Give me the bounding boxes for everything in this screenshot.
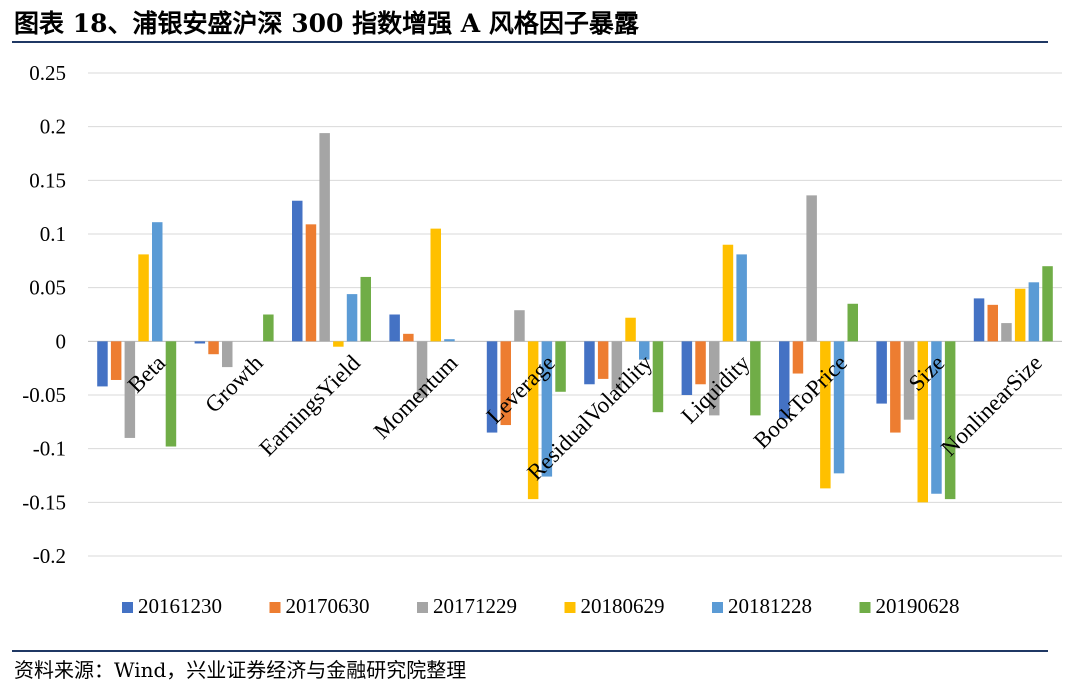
bar-20161230-Growth	[194, 341, 206, 344]
title-underline	[12, 41, 1048, 43]
bar-20170630-Leverage	[500, 341, 511, 426]
legend-label: 20190628	[876, 594, 960, 618]
y-tick-label: 0.25	[29, 61, 66, 85]
bars	[97, 133, 1053, 503]
category-label: Momentum	[369, 350, 463, 444]
bar-20161230-Size	[876, 341, 887, 404]
bar-20161230-Momentum	[389, 314, 400, 342]
bar-20181228-NonlinearSize	[1028, 282, 1040, 342]
bar-chart: 0.250.20.150.10.050-0.05-0.1-0.15-0.2 Be…	[22, 61, 1062, 618]
bar-20161230-BookToPrice	[779, 341, 790, 419]
bar-20171229-Momentum	[416, 341, 428, 399]
bar-20181228-Momentum	[444, 339, 455, 342]
bar-20171229-Beta	[124, 341, 136, 438]
y-tick-label: 0.05	[29, 276, 66, 300]
y-tick-label: -0.2	[33, 544, 66, 568]
bar-20161230-Leverage	[486, 341, 498, 433]
bar-20190628-Beta	[165, 341, 177, 447]
legend-swatch	[859, 602, 871, 613]
y-tick-label: -0.05	[22, 383, 66, 407]
bar-20171229-Leverage	[514, 310, 525, 342]
bar-20171229-ResidualVolatility	[611, 341, 623, 390]
legend-label: 20181228	[728, 594, 812, 618]
bar-20181228-BookToPrice	[833, 341, 845, 474]
bar-20190628-Size	[944, 341, 956, 500]
legend-label: 20171229	[433, 594, 517, 618]
legend-label: 20161230	[138, 594, 222, 618]
legend-swatch	[122, 602, 133, 613]
bar-20190628-EarningsYield	[360, 276, 371, 342]
y-tick-label: -0.1	[33, 437, 66, 461]
bar-20171229-BookToPrice	[806, 195, 817, 342]
bar-20180629-Liquidity	[722, 244, 734, 342]
source-rule	[12, 650, 1048, 652]
bar-20170630-EarningsYield	[305, 224, 317, 342]
chart-title: 图表 18、浦银安盛沪深 300 指数增强 A 风格因子暴露	[14, 9, 639, 38]
bar-20181228-EarningsYield	[346, 294, 358, 342]
y-axis-ticks: 0.25 0.2 0.15 0.1 0.05 0 -0.05 -0.1 -0.15 -0.2	[22, 61, 66, 568]
bar-20181228-ResidualVolatility	[639, 341, 650, 360]
bar-20170630-Liquidity	[695, 341, 706, 385]
bar-20180629-Size	[917, 341, 928, 503]
bar-20161230-Liquidity	[681, 341, 693, 395]
legend-label: 20170630	[286, 594, 370, 618]
legend-swatch	[417, 602, 428, 613]
bar-20180629-ResidualVolatility	[625, 317, 636, 342]
bar-20170630-Momentum	[403, 333, 414, 342]
bar-20170630-NonlinearSize	[987, 304, 998, 342]
category-label: EarningsYield	[254, 350, 365, 461]
bar-20171229-NonlinearSize	[1001, 323, 1012, 342]
y-tick-label: 0.2	[40, 115, 66, 139]
legend-swatch	[269, 602, 281, 613]
gridlines	[88, 72, 1062, 557]
bar-20190628-ResidualVolatility	[652, 341, 664, 413]
bar-20171229-Size	[903, 341, 915, 420]
bar-20180629-Leverage	[527, 341, 539, 500]
bar-20190628-NonlinearSize	[1042, 266, 1053, 342]
bar-20161230-NonlinearSize	[973, 298, 985, 342]
bar-20170630-ResidualVolatility	[597, 341, 609, 379]
bar-20180629-EarningsYield	[333, 341, 344, 347]
bar-20161230-ResidualVolatility	[584, 341, 595, 385]
bar-20180629-BookToPrice	[820, 341, 831, 489]
bar-20190628-Liquidity	[750, 341, 761, 416]
bar-20181228-Size	[931, 341, 942, 494]
legend-swatch	[712, 602, 723, 613]
legend: 20161230 20170630 20171229 20180629 20181228…	[122, 594, 960, 618]
bar-20171229-Growth	[222, 341, 233, 368]
bar-20171229-EarningsYield	[319, 133, 330, 342]
legend-swatch	[564, 602, 576, 613]
bar-20190628-Growth	[263, 314, 274, 342]
bar-20161230-Beta	[97, 341, 108, 387]
bar-20181228-Beta	[152, 222, 163, 342]
bar-20170630-Growth	[208, 341, 219, 355]
legend-label: 20180629	[581, 594, 665, 618]
category-label: Growth	[200, 350, 268, 418]
y-tick-label: 0.1	[40, 222, 66, 246]
bar-20180629-Beta	[138, 254, 149, 342]
bar-20181228-Leverage	[541, 341, 553, 477]
bar-20190628-Leverage	[555, 341, 566, 392]
y-tick-label: 0.15	[29, 168, 66, 192]
bar-20161230-EarningsYield	[292, 200, 303, 342]
source-note: 资料来源：Wind，兴业证券经济与金融研究院整理	[14, 658, 467, 682]
y-tick-label: 0	[56, 329, 67, 353]
bar-20180629-NonlinearSize	[1014, 288, 1026, 342]
bar-20181228-Liquidity	[736, 254, 747, 342]
bar-20190628-BookToPrice	[847, 303, 858, 342]
y-tick-label: -0.15	[22, 490, 66, 514]
bar-20180629-Momentum	[430, 228, 441, 342]
bar-20170630-Beta	[110, 341, 122, 380]
bar-20170630-Size	[890, 341, 901, 433]
bar-20170630-BookToPrice	[792, 341, 804, 374]
bar-20171229-Liquidity	[709, 341, 720, 416]
